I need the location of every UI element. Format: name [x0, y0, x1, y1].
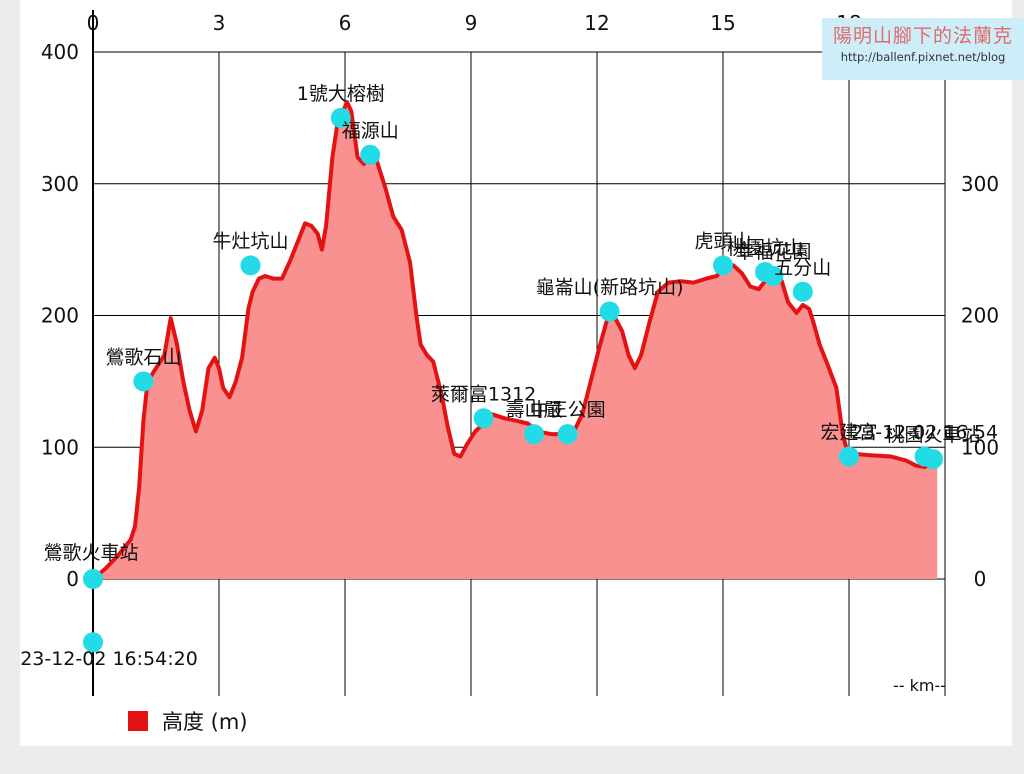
y-tick-label-right: 0 [974, 567, 987, 591]
waypoint-label: 龜崙山(新路坑山) [536, 277, 684, 299]
legend: 高度 (m) [128, 706, 248, 736]
waypoint-marker[interactable] [713, 255, 733, 276]
waypoint-label: 幸福花園 [735, 241, 811, 263]
waypoint-label: 桃園火車站 [885, 424, 980, 446]
elevation-chart: 036912151801002003004000100200300400 鶯歌火… [20, 10, 999, 696]
waypoint-label: 福源山 [342, 120, 399, 142]
waypoint-marker[interactable] [524, 424, 544, 445]
waypoint-label: 1號大榕樹 [297, 83, 385, 105]
chart-frame: 036912151801002003004000100200300400 鶯歌火… [20, 0, 1024, 746]
waypoint-label: 萊爾富1312 [431, 383, 536, 405]
waypoint-marker[interactable] [240, 255, 261, 276]
x-tick-label: 12 [584, 11, 609, 35]
x-tick-label: 3 [213, 11, 226, 35]
waypoint-label: 23-12-02 16:54 [851, 421, 998, 443]
waypoint-label: 宏建宮 [820, 421, 877, 443]
y-tick-label-right: 300 [961, 172, 999, 196]
waypoint-marker[interactable] [792, 281, 813, 302]
waypoint-marker[interactable] [557, 424, 578, 445]
waypoint-label: 中正公園 [530, 399, 606, 421]
waypoint-marker[interactable] [83, 632, 103, 653]
y-tick-label-right: 100 [961, 435, 999, 459]
waypoint-label: 牛灶坑山 [212, 230, 288, 252]
waypoint-label: 虎頭山 [694, 230, 751, 252]
waypoint-marker[interactable] [599, 301, 620, 322]
waypoint-marker[interactable] [923, 449, 943, 470]
y-tick-label-left: 100 [41, 435, 79, 459]
waypoint-label: 壽山嚴 [505, 399, 562, 421]
watermark-url: http://ballenf.pixnet.net/blog [840, 50, 1006, 64]
waypoint-marker[interactable] [330, 107, 351, 128]
x-tick-label: 9 [465, 11, 478, 35]
waypoint-marker[interactable] [473, 408, 494, 429]
x-tick-label: 0 [87, 11, 100, 35]
watermark-title: 陽明山腳下的法蘭克 [832, 25, 1013, 47]
waypoint-label: 桃園坑山 [727, 237, 803, 259]
y-tick-label-left: 300 [41, 172, 79, 196]
waypoint-label: 鶯歌石山 [105, 346, 181, 368]
legend-label: 高度 (m) [162, 710, 248, 734]
waypoint-label: 23-12-02 16:54:20 [20, 648, 198, 670]
waypoint-marker[interactable] [763, 265, 784, 286]
legend-swatch [128, 711, 148, 731]
waypoint-label: 五分山 [774, 257, 831, 279]
y-tick-label-left: 200 [41, 304, 79, 328]
x-axis-unit-label: -- km-- [893, 676, 947, 695]
waypoint-label: 鶯歌火車站 [43, 542, 138, 564]
y-tick-label-left: 0 [66, 567, 79, 591]
waypoint-marker[interactable] [360, 144, 381, 165]
elevation-area-fill [93, 102, 938, 579]
waypoint-marker[interactable] [839, 446, 859, 467]
y-tick-label-left: 400 [41, 40, 79, 64]
waypoint-marker[interactable] [133, 371, 154, 392]
x-tick-label: 6 [339, 11, 352, 35]
waypoint-marker[interactable] [83, 569, 103, 589]
x-tick-label: 15 [710, 11, 735, 35]
blog-watermark: 陽明山腳下的法蘭克 http://ballenf.pixnet.net/blog [822, 18, 1024, 80]
y-tick-label-right: 200 [961, 304, 999, 328]
